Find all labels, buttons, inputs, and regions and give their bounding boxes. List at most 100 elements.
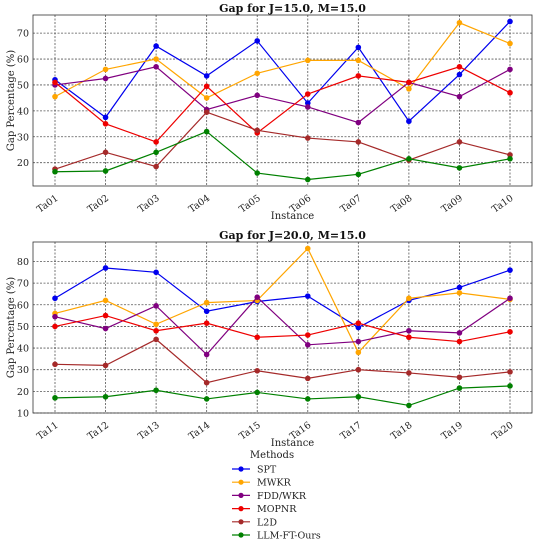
data-point — [52, 361, 58, 368]
y-tick-label: 50 — [17, 80, 29, 91]
chart-title: Gap for J=15.0, M=15.0 — [219, 2, 366, 15]
data-point — [52, 93, 58, 100]
data-point — [153, 43, 159, 49]
x-tick-label: Ta09 — [440, 193, 465, 215]
x-tick-label: Ta07 — [338, 193, 363, 215]
data-point — [304, 100, 311, 106]
series-line — [54, 21, 511, 123]
data-point — [507, 18, 513, 25]
y-tick-label: 70 — [17, 29, 29, 40]
series-mopnr — [52, 64, 513, 145]
data-point — [507, 369, 513, 375]
data-point — [456, 64, 463, 70]
x-tick-label: Ta12 — [86, 420, 111, 442]
y-tick-label: 80 — [17, 257, 29, 268]
data-point — [355, 139, 362, 145]
data-point — [102, 149, 109, 156]
x-tick-label: Ta19 — [440, 420, 465, 442]
data-point — [102, 265, 109, 271]
series-l2d — [52, 336, 513, 386]
data-point — [507, 383, 513, 389]
x-tick-label: Ta08 — [389, 193, 414, 215]
data-point — [52, 395, 58, 401]
series-line — [54, 314, 511, 343]
data-point — [355, 324, 362, 331]
data-point — [153, 64, 159, 70]
y-tick-label: 30 — [17, 365, 29, 376]
data-point — [406, 155, 412, 162]
series-line — [54, 130, 511, 181]
data-point — [203, 73, 210, 79]
data-point — [456, 71, 463, 78]
x-tick-label: Ta11 — [35, 420, 60, 442]
legend-marker — [238, 506, 244, 512]
data-point — [406, 86, 412, 92]
y-tick-label: 40 — [17, 106, 29, 117]
data-point — [304, 332, 311, 338]
data-point — [507, 329, 513, 335]
series-mopnr — [52, 312, 513, 345]
x-tick-label: Ta14 — [187, 420, 212, 442]
data-point — [203, 95, 210, 101]
legend-label: FDD/WKR — [257, 491, 307, 502]
data-point — [153, 56, 159, 62]
legend-label: LLM-FT-Ours — [257, 531, 321, 542]
y-tick-label: 50 — [17, 322, 29, 333]
x-tick-label: Ta20 — [490, 420, 515, 442]
data-point — [355, 171, 362, 178]
data-point — [203, 299, 210, 306]
data-point — [304, 245, 311, 252]
series-spt — [52, 265, 513, 331]
plot-frame — [32, 241, 533, 414]
data-point — [52, 313, 58, 320]
plot-frame — [32, 14, 533, 187]
x-tick-label: Ta17 — [338, 420, 363, 442]
data-point — [304, 293, 311, 299]
x-tick-label: Ta18 — [389, 420, 414, 442]
data-point — [355, 393, 362, 400]
legend-title: Methods — [250, 450, 294, 461]
y-tick-label: 40 — [17, 344, 29, 355]
data-point — [254, 70, 261, 77]
chart-title: Gap for J=20.0, M=15.0 — [219, 229, 366, 242]
data-point — [304, 91, 311, 97]
data-point — [254, 294, 261, 300]
data-point — [507, 267, 513, 273]
series-l2d — [52, 109, 513, 172]
series-line — [54, 267, 511, 329]
x-tick-label: Ta10 — [490, 193, 515, 215]
legend: Methods SPT MWKR FDD/WKR MOPNR L2D LLM-FT-Ours — [232, 450, 321, 542]
x-axis-label: Instance — [271, 211, 315, 222]
data-point — [304, 342, 311, 348]
data-point — [254, 170, 261, 176]
y-axis-label: Gap Percentage (%) — [6, 50, 17, 151]
x-tick-label: Ta05 — [237, 193, 262, 215]
data-point — [355, 119, 362, 126]
data-point — [102, 168, 109, 174]
legend-marker — [238, 466, 244, 472]
series-line — [54, 22, 511, 99]
data-point — [304, 396, 311, 402]
data-point — [52, 295, 58, 302]
series-line — [54, 111, 511, 170]
data-point — [102, 66, 109, 73]
data-point — [355, 73, 362, 79]
data-point — [254, 367, 261, 374]
data-point — [254, 38, 261, 44]
data-point — [153, 163, 159, 170]
data-point — [507, 40, 513, 47]
legend-label: MWKR — [257, 478, 292, 489]
x-tick-label: Ta04 — [187, 193, 212, 215]
data-point — [102, 393, 109, 400]
data-point — [153, 139, 159, 145]
data-point — [456, 19, 463, 26]
data-point — [153, 269, 159, 276]
x-tick-label: Ta02 — [86, 193, 111, 215]
series-line — [54, 66, 511, 124]
data-point — [52, 323, 58, 330]
data-point — [456, 374, 463, 381]
legend-marker — [238, 519, 244, 525]
data-point — [456, 330, 463, 336]
y-tick-label: 10 — [17, 409, 29, 420]
data-point — [355, 349, 362, 356]
